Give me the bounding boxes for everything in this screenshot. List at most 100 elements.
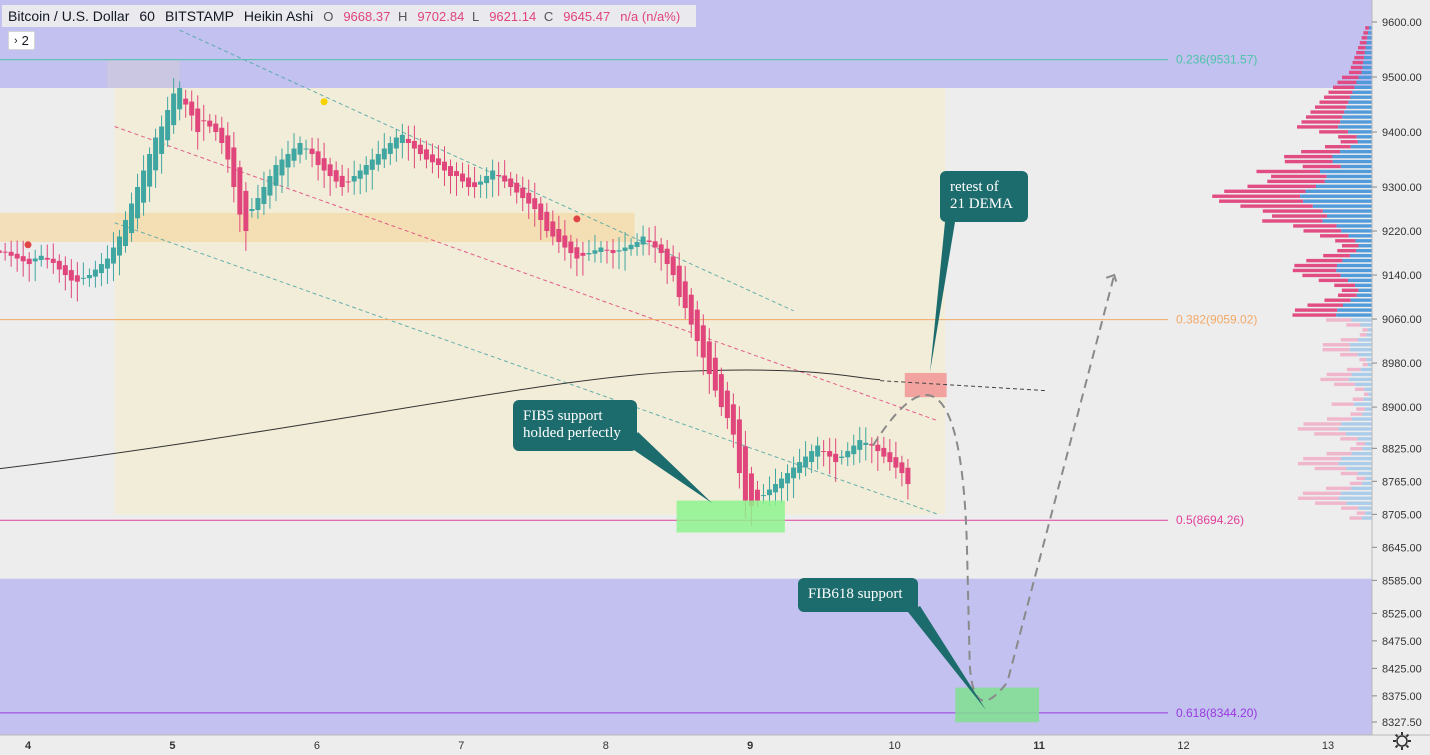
- candle-body: [32, 258, 38, 262]
- candle-body: [249, 209, 255, 211]
- volume-bar-up: [1358, 288, 1372, 292]
- volume-bar-up: [1368, 392, 1372, 396]
- volume-bar-down: [1340, 352, 1358, 357]
- volume-bar-up: [1350, 298, 1372, 302]
- volume-bar-up: [1358, 506, 1372, 510]
- candle-body: [821, 451, 827, 453]
- candle-body: [785, 473, 791, 484]
- volume-bar-up: [1305, 189, 1372, 193]
- candle-body: [724, 390, 730, 419]
- price-tick-label: 8585.00: [1382, 575, 1422, 587]
- time-tick-label: 5: [169, 740, 175, 752]
- candle-body: [833, 453, 839, 463]
- candle-body: [80, 277, 86, 279]
- volume-bar-up: [1326, 174, 1372, 179]
- candle-body: [351, 176, 357, 182]
- volume-bar-down: [1306, 258, 1343, 263]
- candle-body: [580, 252, 586, 256]
- callout-text: 21 DEMA: [950, 196, 1013, 212]
- settings-gear-icon[interactable]: [1392, 731, 1412, 751]
- volume-bar-up: [1348, 278, 1372, 283]
- volume-bar-up: [1346, 501, 1372, 505]
- volume-bar-up: [1357, 471, 1372, 476]
- candle-body: [0, 250, 2, 254]
- candle-body: [339, 175, 345, 188]
- volume-bar-down: [1325, 486, 1352, 491]
- volume-bar-up: [1355, 239, 1372, 243]
- volume-bar-up: [1364, 55, 1372, 60]
- symbol-legend: Bitcoin / U.S. Dollar 60 BITSTAMP Heikin…: [2, 5, 697, 27]
- volume-bar-down: [1333, 85, 1355, 90]
- volume-bar-up: [1357, 437, 1372, 441]
- symbol-name[interactable]: Bitcoin / U.S. Dollar: [8, 8, 130, 24]
- volume-bar-up: [1348, 377, 1372, 382]
- volume-bar-up: [1351, 372, 1372, 377]
- volume-bar-up: [1365, 46, 1372, 50]
- candle-body: [478, 181, 484, 185]
- volume-bar-down: [1284, 159, 1333, 164]
- volume-bar-up: [1354, 85, 1372, 90]
- volume-bar-up: [1324, 179, 1372, 184]
- volume-bar-up: [1364, 476, 1372, 481]
- volume-bar-up: [1367, 328, 1372, 332]
- interval[interactable]: 60: [139, 8, 155, 24]
- volume-bar-down: [1363, 31, 1369, 35]
- candle-body: [809, 451, 815, 463]
- volume-bar-down: [1326, 451, 1352, 456]
- indicators-toggle-button[interactable]: › 2: [8, 31, 35, 50]
- candles: [0, 78, 911, 526]
- volume-bar-down: [1262, 209, 1323, 213]
- time-tick-label: 10: [889, 740, 901, 752]
- candle-body: [893, 457, 899, 468]
- volume-bar-up: [1341, 456, 1372, 461]
- candle-body: [165, 110, 171, 141]
- signal-dot-red: [573, 215, 581, 223]
- candle-body: [231, 147, 237, 188]
- volume-bar-down: [1319, 130, 1349, 134]
- price-tick-label: 8980.00: [1382, 358, 1422, 370]
- volume-bar-down: [1337, 80, 1357, 85]
- volume-bar-up: [1368, 26, 1372, 30]
- volume-bar-up: [1364, 442, 1372, 446]
- volume-bar-down: [1284, 154, 1333, 159]
- volume-bar-up: [1346, 466, 1372, 471]
- volume-bar-down: [1224, 189, 1306, 193]
- fib-label: 0.236(9531.57): [1176, 53, 1257, 67]
- candle-body: [887, 452, 893, 463]
- volume-bar-down: [1362, 328, 1368, 332]
- candle-body: [670, 256, 676, 276]
- candle-body: [147, 154, 153, 187]
- volume-bar-up: [1336, 224, 1372, 228]
- candle-body: [357, 170, 363, 179]
- volume-bar-up: [1354, 382, 1372, 387]
- fib-label: 0.618(8344.20): [1176, 706, 1257, 720]
- candle-body: [857, 440, 863, 450]
- candle-body: [189, 101, 195, 116]
- candle-body: [556, 228, 562, 243]
- candle-body: [568, 241, 574, 254]
- volume-bar-up: [1350, 145, 1372, 149]
- volume-bar-up: [1356, 80, 1372, 85]
- callout-box: [798, 578, 918, 612]
- volume-bar-down: [1303, 229, 1342, 233]
- price-axis[interactable]: 9600.00 9500.00 9400.00 9300.00 9220.00 9140.…: [1371, 0, 1430, 755]
- volume-bar-down: [1301, 149, 1341, 154]
- candle-body: [345, 181, 351, 183]
- price-tick-label: 8825.00: [1382, 443, 1422, 455]
- volume-bar-up: [1346, 105, 1372, 109]
- volume-bar-down: [1310, 110, 1345, 114]
- fib-label: 0.5(8694.26): [1176, 513, 1244, 527]
- candle-body: [279, 159, 285, 176]
- volume-bar-down: [1356, 407, 1365, 411]
- candle-body: [153, 137, 159, 171]
- open-value: 9668.37: [343, 8, 391, 24]
- candle-body: [267, 176, 273, 196]
- volume-bar-up: [1355, 283, 1372, 288]
- candle-body: [448, 166, 453, 177]
- candle-body: [2, 251, 8, 253]
- volume-bar-down: [1297, 125, 1339, 129]
- volume-bar-up: [1351, 486, 1372, 491]
- time-axis[interactable]: 4 5 6 7 8 9 10 11 12 13: [0, 734, 1430, 755]
- volume-bar-up: [1366, 357, 1372, 362]
